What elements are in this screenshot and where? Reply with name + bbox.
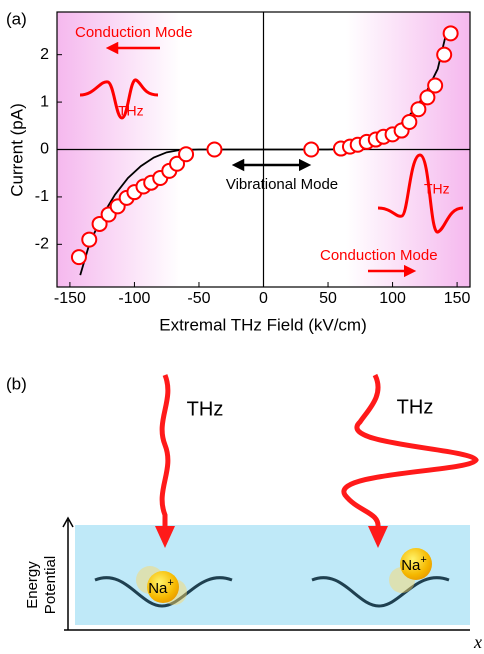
thz-wave — [341, 373, 479, 529]
data-point — [81, 231, 98, 248]
panel-label: (b) — [6, 374, 27, 393]
data-point — [427, 77, 444, 94]
annotation: THz — [118, 103, 144, 119]
x-tick-label: 0 — [259, 290, 268, 307]
arrowhead — [368, 526, 388, 548]
data-point — [91, 215, 108, 232]
y-axis-label: Energy — [24, 561, 41, 609]
x-tick-label: -100 — [118, 290, 150, 307]
ion-symbol: Na — [148, 580, 168, 597]
annotation: THz — [424, 181, 450, 197]
y-axis-label: Potential — [42, 556, 59, 614]
annotation: Conduction Mode — [75, 24, 193, 41]
data-point — [178, 146, 195, 163]
plot — [57, 12, 470, 287]
x-tick-label: -150 — [54, 290, 86, 307]
pulse — [377, 153, 464, 234]
x-axis-label: x — [473, 632, 482, 652]
potential-curve — [94, 576, 233, 608]
data-point — [401, 114, 418, 130]
x-axis-label: Extremal THz Field (kV/cm) — [159, 315, 367, 334]
ion-charge: + — [167, 577, 173, 589]
ion — [147, 571, 179, 603]
y-tick-label: -2 — [35, 236, 49, 253]
arrowhead — [62, 516, 74, 528]
ion-symbol: Na — [401, 557, 421, 574]
ion-label: Na+ — [148, 577, 174, 597]
data-point — [70, 249, 87, 266]
potential-curve — [311, 576, 450, 608]
panel-label: (a) — [6, 9, 27, 28]
arrowhead — [155, 526, 175, 548]
y-axis-label: Current (pA) — [7, 103, 26, 197]
y-tick-label: 2 — [40, 46, 49, 63]
data-point — [206, 141, 223, 158]
pulse — [79, 78, 159, 120]
y-tick-label: -1 — [35, 188, 49, 205]
ion-charge: + — [420, 554, 426, 566]
data-point — [436, 46, 453, 63]
annotation: Vibrational Mode — [226, 176, 338, 193]
potential-box — [75, 525, 470, 625]
data-point — [169, 155, 186, 172]
annotation: Conduction Mode — [320, 247, 438, 264]
x-tick-label: 50 — [319, 290, 337, 307]
thz-wave — [159, 374, 171, 528]
y-tick-label: 0 — [40, 141, 49, 158]
x-tick-label: 150 — [444, 290, 471, 307]
data-point — [303, 141, 320, 158]
data-point — [442, 25, 459, 42]
wave-label: THz — [187, 398, 224, 420]
data-point — [410, 101, 427, 118]
ion-label: Na+ — [401, 554, 427, 574]
ion — [400, 548, 432, 580]
x-tick-label: -50 — [187, 290, 210, 307]
wave-label: THz — [397, 396, 434, 418]
y-tick-label: 1 — [40, 93, 49, 110]
x-tick-label: 100 — [379, 290, 406, 307]
data-point — [419, 89, 436, 106]
